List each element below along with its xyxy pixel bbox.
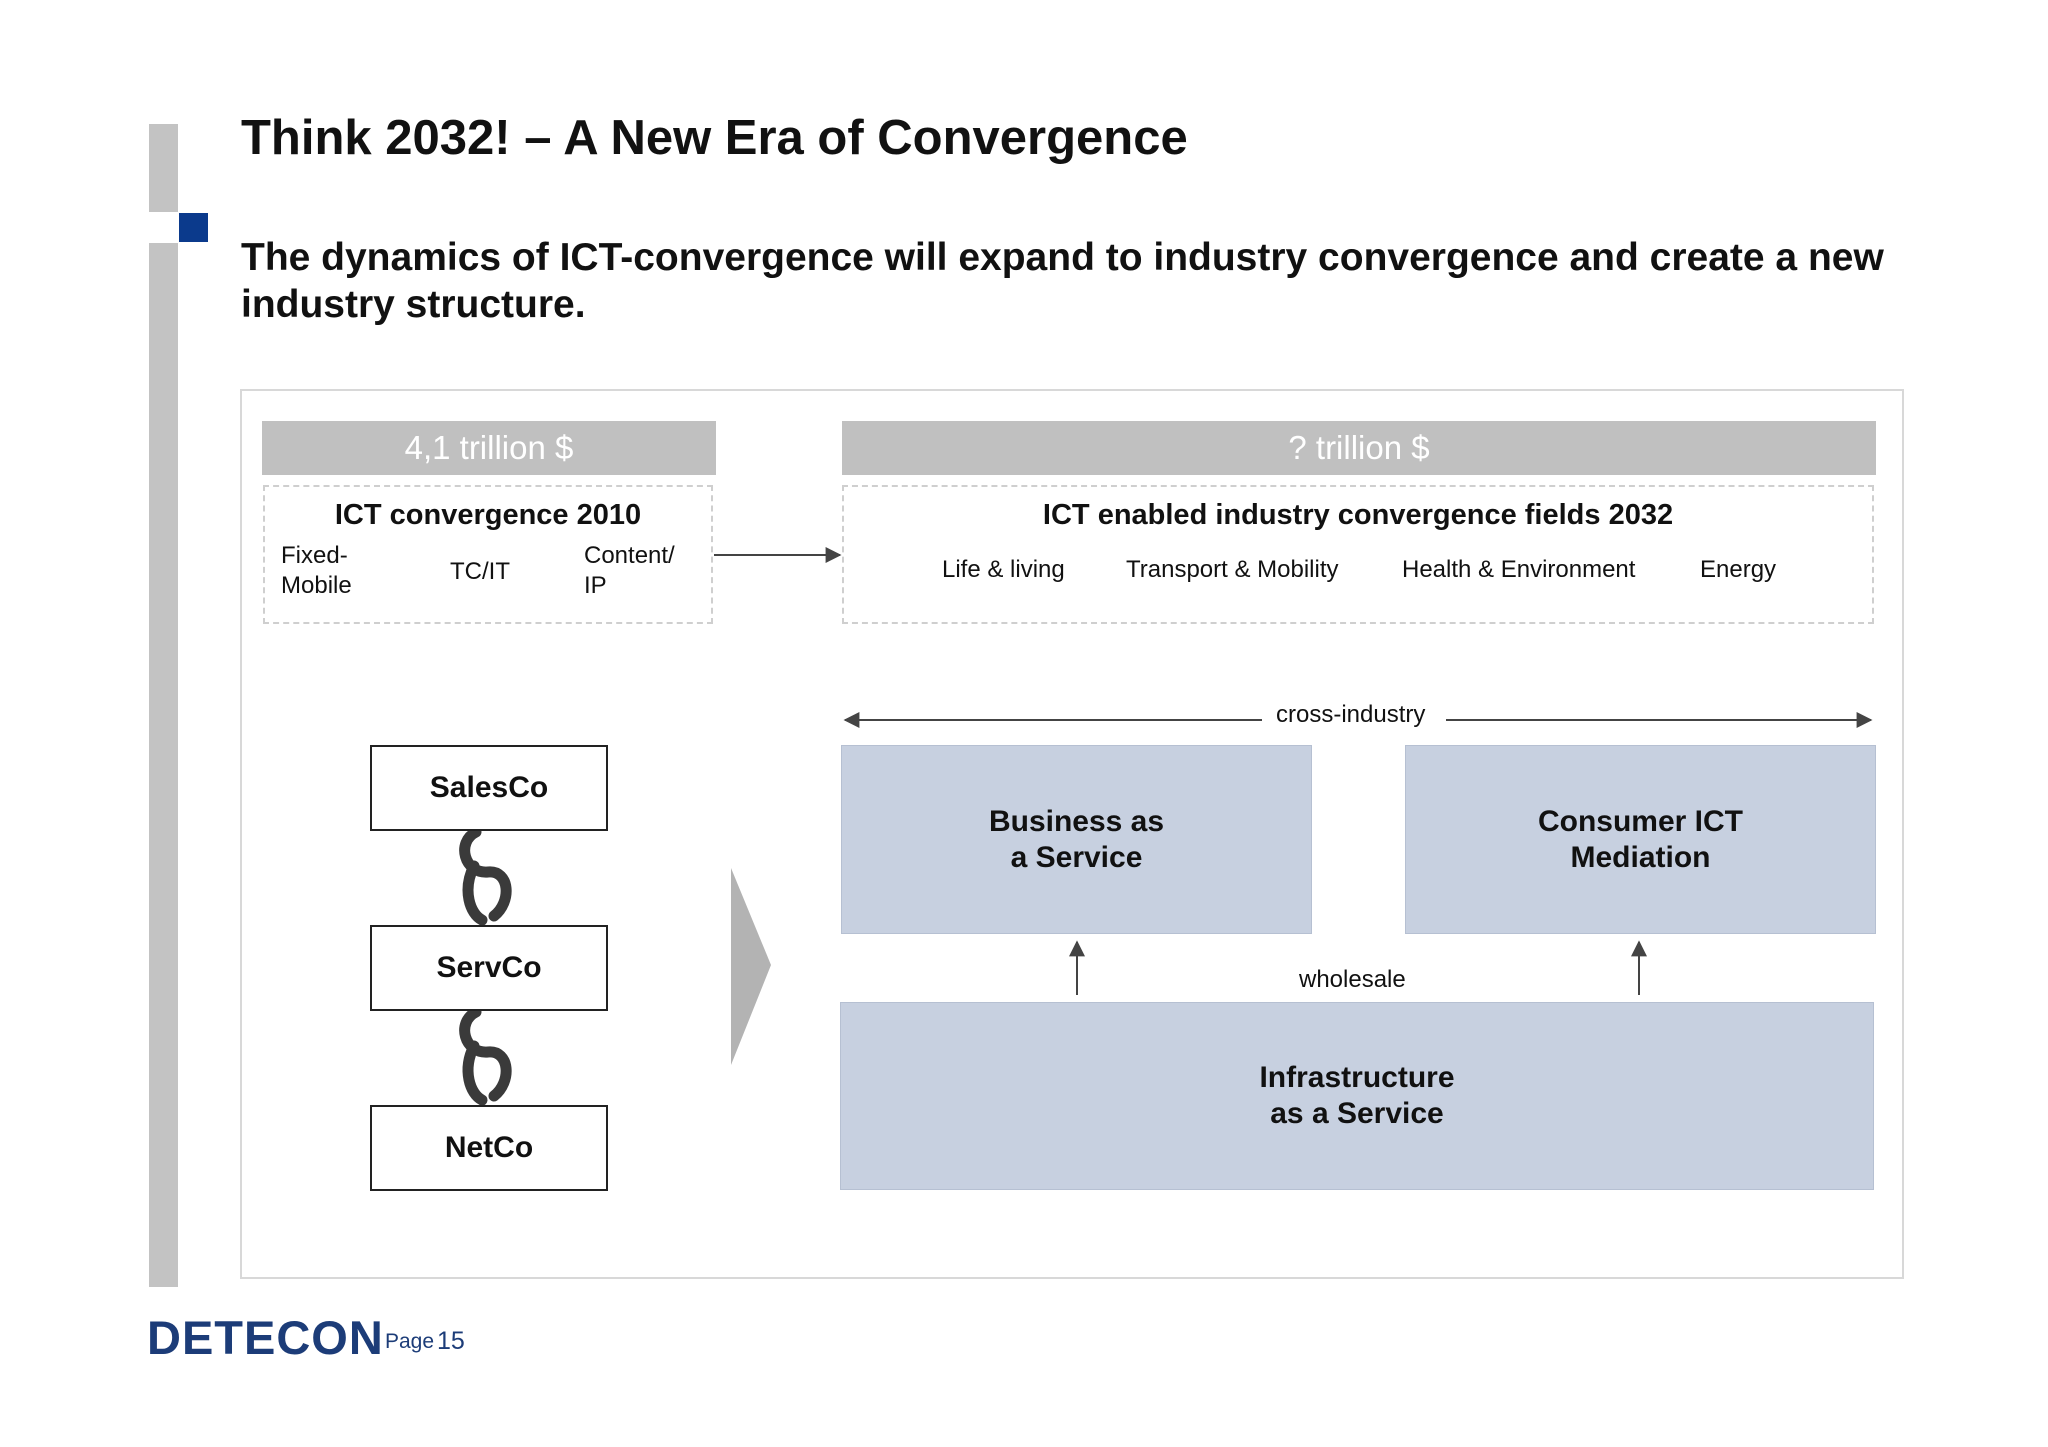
ict-item-content-ip: Content/ IP [584,542,675,599]
servco-box: ServCo [370,925,608,1011]
salesco-box: SalesCo [370,745,608,831]
diagram-frame [240,389,1904,1279]
industry-convergence-box: ICT enabled industry convergence fields … [842,485,1874,624]
chain-link-icon [459,826,512,926]
page-label: Page [385,1330,435,1353]
business-as-a-service-label: Business as a Service [988,804,1165,874]
accent-square [179,213,208,242]
ict-item-tc-it: TC/IT [450,558,510,585]
field-energy: Energy [1700,556,1777,583]
right-value-header: ? trillion $ [842,421,1876,475]
consumer-ict-mediation-box: Consumer ICT Mediation [1405,745,1876,934]
netco-box: NetCo [370,1105,608,1191]
sidebar-bar-top [149,124,178,212]
industry-convergence-title: ICT enabled industry convergence fields … [1042,499,1674,531]
detecon-logo: DETECON [147,1311,384,1364]
consumer-ict-mediation-label: Consumer ICT Mediation [1537,804,1744,874]
field-life-living: Life & living [942,556,1065,583]
ict-convergence-box: ICT convergence 2010 Fixed- Mobile TC/IT… [263,485,713,624]
page-title: Think 2032! – A New Era of Convergence [241,111,1188,165]
page-number: 15 [437,1327,465,1355]
sidebar-bar-bottom [149,243,178,1287]
wholesale-label: wholesale [1299,966,1406,993]
transition-chevron [731,868,771,1065]
business-as-a-service-box: Business as a Service [841,745,1312,934]
field-transport-mobility: Transport & Mobility [1126,556,1339,583]
ict-item-fixed-mobile: Fixed- Mobile [281,542,352,599]
field-health-environment: Health & Environment [1402,556,1636,583]
ict-convergence-title: ICT convergence 2010 [334,499,642,531]
chain-link-icon [459,1006,512,1106]
cross-industry-label: cross-industry [1262,701,1440,729]
infrastructure-as-a-service-label: Infrastructure as a Service [1259,1061,1455,1130]
left-value-header: 4,1 trillion $ [262,421,716,475]
infrastructure-as-a-service-box: Infrastructure as a Service [840,1002,1874,1190]
page-subtitle: The dynamics of ICT-convergence will exp… [241,236,1884,326]
